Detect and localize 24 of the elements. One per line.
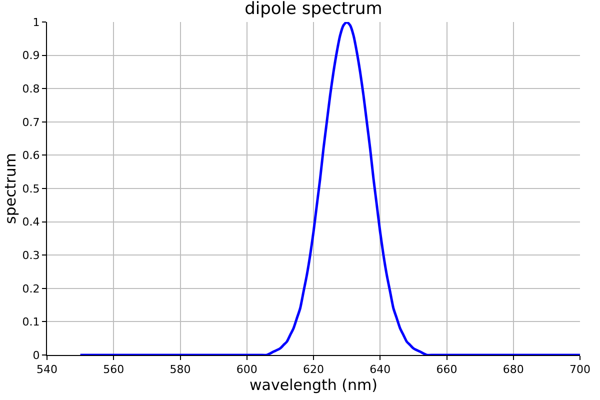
y-tick-label: 0.2 (22, 282, 40, 296)
y-tick-label: 0 (32, 348, 40, 362)
x-tick-label: 580 (170, 363, 191, 376)
x-tick-label: 660 (436, 363, 458, 376)
x-tick-label: 560 (103, 363, 124, 376)
y-tick-label: 0.6 (22, 149, 40, 162)
y-tick-label: 0.4 (22, 216, 40, 229)
y-tick-label: 1 (32, 16, 40, 29)
line-series (79, 22, 580, 355)
y-axis-title: spectrum (2, 153, 20, 224)
y-tick-label: 0.7 (22, 116, 40, 129)
y-tick-label: 0.9 (22, 49, 40, 62)
x-axis-title: wavelength (nm) (250, 376, 378, 394)
x-tick-label: 600 (236, 363, 258, 376)
x-tick-label: 620 (303, 363, 324, 376)
y-tick-label: 0.1 (22, 316, 40, 329)
x-tick-label: 540 (36, 363, 58, 376)
x-tick-label: 700 (570, 363, 590, 376)
y-tick-label: 0.3 (22, 248, 40, 262)
chart-title: dipole spectrum (244, 0, 382, 19)
y-tick-label: 0.5 (22, 182, 40, 196)
y-tick-label: 0.8 (22, 82, 40, 96)
x-tick-label: 680 (502, 363, 524, 376)
x-tick-label: 640 (370, 363, 391, 376)
